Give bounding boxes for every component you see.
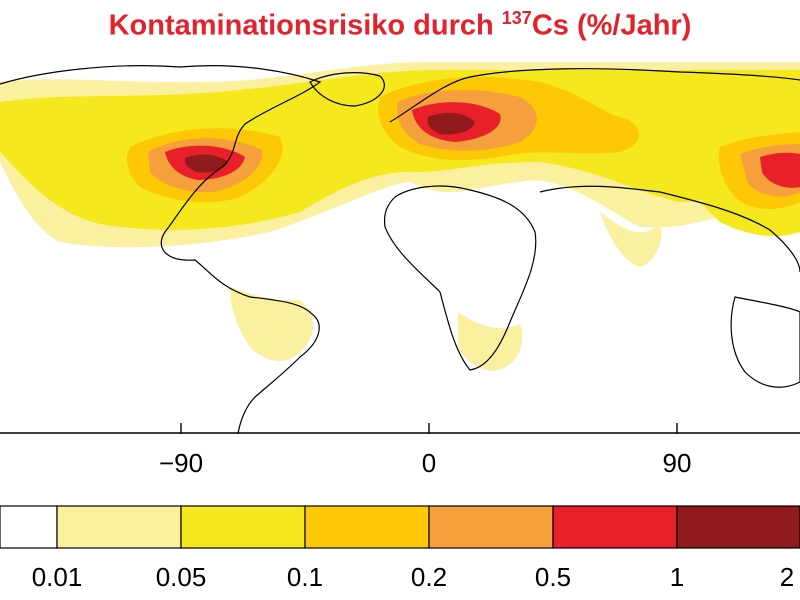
longitude-tick-label: 90: [662, 448, 692, 478]
color-scale-label: 0.05: [155, 562, 207, 592]
color-scale-label: 0.2: [410, 562, 448, 592]
color-scale-label: 2: [779, 562, 795, 592]
color-scale-label: 1: [669, 562, 685, 592]
title-prefix: Kontaminationsrisiko durch: [108, 9, 502, 42]
country-borders: [0, 65, 800, 434]
color-scale-swatch: [676, 505, 800, 549]
title-suffix: Cs (%/Jahr): [531, 9, 692, 42]
color-scale-swatch: [0, 505, 58, 549]
risk-zone-level-6: [184, 112, 475, 173]
color-scale-swatch: [180, 505, 306, 549]
map-title: Kontaminationsrisiko durch 137Cs (%/Jahr…: [0, 8, 800, 43]
color-scale-swatch: [552, 505, 678, 549]
world-map: [0, 62, 800, 434]
isotope-mass-number: 137: [501, 8, 532, 28]
longitude-tick-label: −90: [158, 448, 204, 478]
map-axis-ticks: [0, 423, 800, 434]
color-scale-label: 0.01: [31, 562, 83, 592]
color-scale-swatch: [56, 505, 182, 549]
color-scale-label: 0.5: [534, 562, 572, 592]
color-scale-swatch: [304, 505, 430, 549]
color-scale-swatch: [428, 505, 554, 549]
longitude-tick-label: 0: [421, 448, 437, 478]
color-scale-bar: [0, 505, 800, 549]
color-scale-label: 0.1: [286, 562, 324, 592]
